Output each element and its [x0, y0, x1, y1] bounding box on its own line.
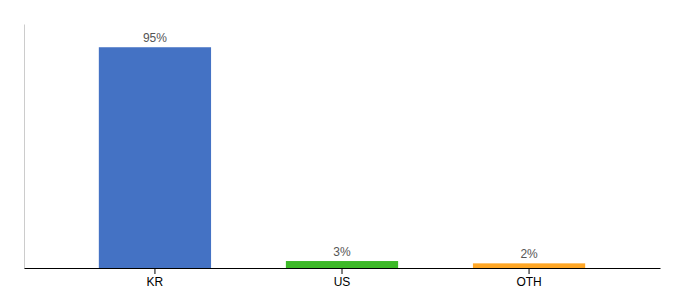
tick-label: KR [147, 275, 164, 289]
x-axis: KR US OTH [25, 268, 661, 289]
y-axis [24, 25, 25, 269]
tick-mark [154, 268, 155, 274]
tick-mark [529, 268, 530, 274]
chart-svg: KR US OTH 95% 3% 2% [0, 0, 680, 300]
tick: KR [147, 268, 164, 289]
tick: OTH [516, 268, 541, 289]
data-label: 2% [520, 247, 538, 261]
bar [286, 261, 398, 268]
axis-domain [24, 25, 25, 269]
bar [99, 47, 211, 268]
tick: US [334, 268, 351, 289]
bars [99, 47, 585, 268]
bar [473, 263, 585, 268]
plot-area: KR US OTH 95% 3% 2% [25, 25, 661, 289]
tick-label: US [334, 275, 351, 289]
tick-label: OTH [516, 275, 541, 289]
tick-mark [342, 268, 343, 274]
chart-container: KR US OTH 95% 3% 2% [0, 0, 680, 300]
data-label: 95% [143, 31, 167, 45]
data-labels: 95% 3% 2% [143, 31, 538, 261]
data-label: 3% [333, 245, 351, 259]
